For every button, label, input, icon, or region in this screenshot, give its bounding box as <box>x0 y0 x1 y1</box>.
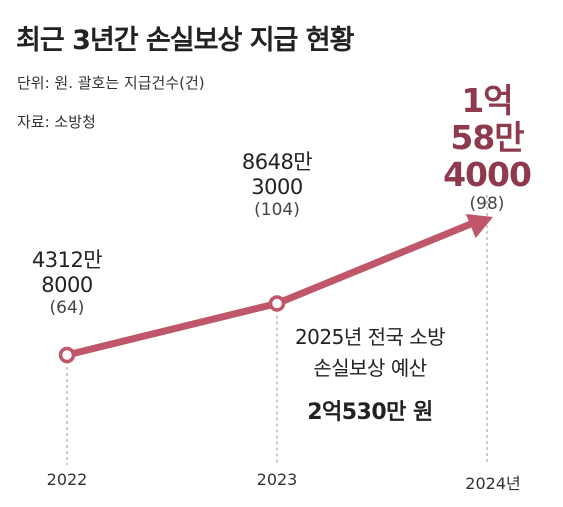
amount-label-2024-line2: 4000 <box>443 154 532 194</box>
data-label-2023: 8648만 3000 (104) <box>241 150 313 220</box>
budget-annotation: 2025년 전국 소방 손실보상 예산 2억530만 원 <box>294 322 446 426</box>
budget-annotation-amount: 2억530만 원 <box>307 400 433 425</box>
amount-label-2022-line1: 4312만 <box>31 248 103 272</box>
point-2024-arrow <box>465 214 493 239</box>
point-2022 <box>58 346 76 364</box>
data-label-2024: 1억58만 4000 (98) <box>443 81 532 214</box>
x-tick-2024: 2024년 <box>465 474 521 493</box>
point-2023 <box>268 295 286 312</box>
count-label-2022: (64) <box>49 297 85 318</box>
points-layer <box>58 295 286 364</box>
source-note: 자료: 소방청 <box>17 113 96 131</box>
amount-label-2024-line1: 1억58만 <box>450 81 524 157</box>
budget-annotation-line2: 손실보상 예산 <box>313 356 427 380</box>
amount-label-2023-line2: 3000 <box>251 174 303 199</box>
amount-label-2023-line1: 8648만 <box>241 150 313 174</box>
budget-annotation-line1: 2025년 전국 소방 <box>294 325 446 349</box>
amount-label-2022-line2: 8000 <box>41 272 93 297</box>
x-tick-2023: 2023 <box>256 470 298 489</box>
count-label-2023: (104) <box>254 199 300 220</box>
x-tick-2022: 2022 <box>46 470 88 489</box>
unit-note: 단위: 원. 괄호는 지급건수(건) <box>17 74 205 92</box>
count-label-2024: (98) <box>469 193 505 214</box>
chart-title: 최근 3년간 손실보상 지급 현황 <box>16 25 354 56</box>
guide-lines <box>66 195 488 465</box>
data-label-2022: 4312만 8000 (64) <box>31 248 103 318</box>
